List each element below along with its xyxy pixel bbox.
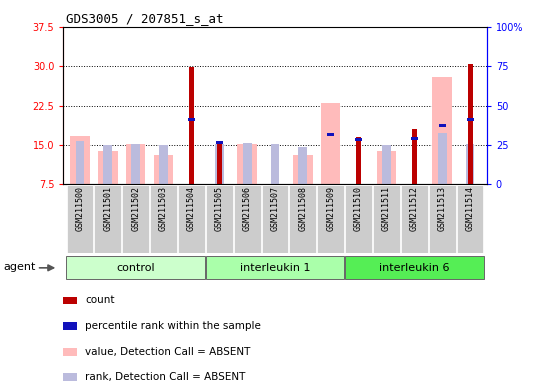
Bar [189,67,194,184]
Bar [382,145,391,184]
Bar [63,348,76,356]
Bar [126,144,145,184]
FancyBboxPatch shape [95,185,121,253]
Text: GSM211507: GSM211507 [271,186,279,232]
Bar [271,144,279,184]
Bar [412,129,417,184]
FancyBboxPatch shape [401,185,428,253]
Bar [293,155,312,184]
Bar [159,145,168,184]
Bar [215,144,224,184]
Bar [468,64,472,184]
Bar [63,322,76,330]
Bar [70,136,90,184]
FancyBboxPatch shape [456,185,483,253]
Text: GSM211503: GSM211503 [159,186,168,232]
Bar [356,137,361,184]
FancyBboxPatch shape [67,257,205,279]
Bar [63,297,76,304]
Text: GSM211500: GSM211500 [75,186,85,232]
Text: GSM211506: GSM211506 [243,186,252,232]
Text: GSM211502: GSM211502 [131,186,140,232]
FancyBboxPatch shape [345,257,483,279]
FancyBboxPatch shape [150,185,177,253]
FancyBboxPatch shape [317,185,344,253]
FancyBboxPatch shape [289,185,316,253]
FancyBboxPatch shape [178,185,205,253]
Bar [131,144,140,184]
Text: GSM211508: GSM211508 [298,186,307,232]
Bar [238,144,257,184]
Text: GSM211514: GSM211514 [465,186,475,232]
Text: interleukin 1: interleukin 1 [240,263,310,273]
Bar [466,118,474,121]
Text: agent: agent [3,262,36,271]
Text: GSM211505: GSM211505 [215,186,224,232]
Bar [98,151,118,184]
FancyBboxPatch shape [67,185,94,253]
Text: value, Detection Call = ABSENT: value, Detection Call = ABSENT [85,347,250,357]
Bar [438,133,447,184]
Bar [75,141,85,184]
Text: GSM211501: GSM211501 [103,186,112,232]
FancyBboxPatch shape [429,185,455,253]
Text: GSM211504: GSM211504 [187,186,196,232]
Bar [377,151,396,184]
FancyBboxPatch shape [234,185,261,253]
Bar [432,77,452,184]
Bar [154,155,173,184]
Text: GDS3005 / 207851_s_at: GDS3005 / 207851_s_at [66,12,223,25]
Bar [321,103,340,184]
FancyBboxPatch shape [262,185,288,253]
Text: GSM211512: GSM211512 [410,186,419,232]
Bar [216,141,223,144]
Bar [188,118,195,121]
Bar [103,145,112,184]
Bar [411,137,418,140]
Text: count: count [85,295,114,306]
Text: GSM211513: GSM211513 [438,186,447,232]
Bar [63,373,76,381]
Bar [327,133,334,136]
Bar [243,143,251,184]
FancyBboxPatch shape [206,185,233,253]
Bar [217,144,222,184]
Bar [355,138,362,141]
Text: interleukin 6: interleukin 6 [379,263,449,273]
Bar [465,144,475,184]
FancyBboxPatch shape [122,185,149,253]
FancyBboxPatch shape [373,185,400,253]
Text: percentile rank within the sample: percentile rank within the sample [85,321,261,331]
Bar [439,124,446,127]
FancyBboxPatch shape [345,185,372,253]
Text: GSM211511: GSM211511 [382,186,391,232]
Text: rank, Detection Call = ABSENT: rank, Detection Call = ABSENT [85,372,245,382]
Text: GSM211510: GSM211510 [354,186,363,232]
Text: control: control [117,263,155,273]
Text: GSM211509: GSM211509 [326,186,335,232]
FancyBboxPatch shape [206,257,344,279]
Bar [299,147,307,184]
